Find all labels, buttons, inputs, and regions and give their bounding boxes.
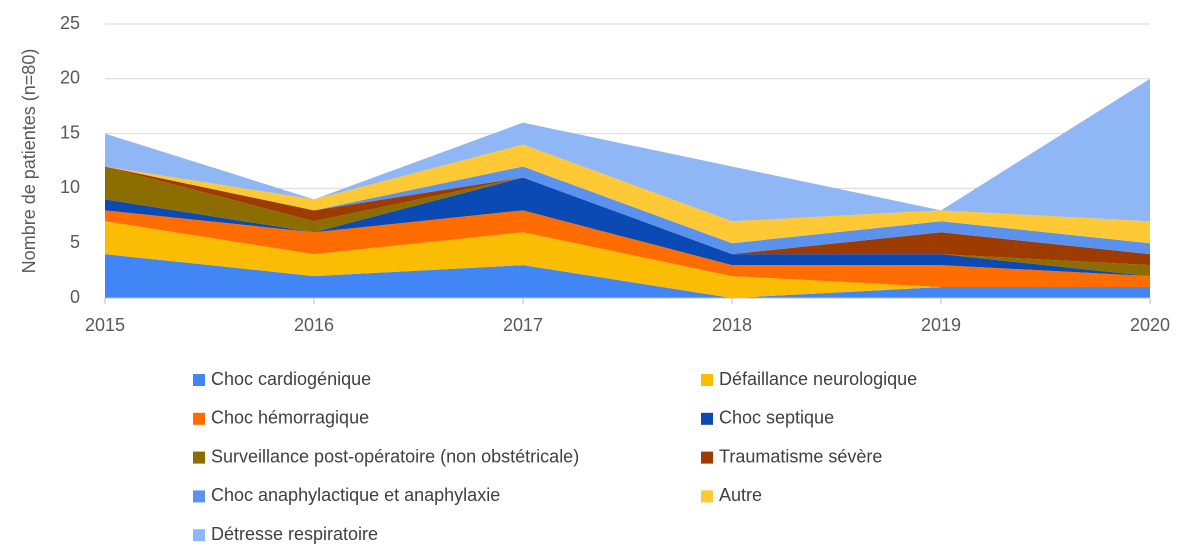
area <box>105 221 1150 298</box>
area <box>105 166 1150 266</box>
legend-swatch <box>193 451 205 464</box>
y-axis-label: Nombre de patientes (n=80) <box>19 49 39 274</box>
y-tick-label: 0 <box>70 287 80 307</box>
legend-swatch <box>701 374 713 386</box>
legend-swatch <box>701 451 713 464</box>
x-tick-label: 2015 <box>85 315 125 335</box>
y-tick-label: 10 <box>60 177 80 197</box>
legend-label: Autre <box>719 485 762 505</box>
y-tick-label: 20 <box>60 68 80 88</box>
area <box>105 177 1150 277</box>
x-tick-label: 2017 <box>503 315 543 335</box>
legend-swatch <box>193 374 205 386</box>
area <box>105 166 1150 255</box>
legend-swatch <box>701 490 713 503</box>
legend-label: Défaillance neurologique <box>719 369 917 389</box>
x-tick-label: 2018 <box>712 315 752 335</box>
area <box>105 210 1150 288</box>
legend-swatch <box>193 412 205 425</box>
y-tick-label: 5 <box>70 232 80 252</box>
legend-label: Traumatisme sévère <box>719 446 882 466</box>
legend-swatch <box>701 412 713 425</box>
x-tick-label: 2016 <box>294 315 334 335</box>
legend-label: Choc hémorragique <box>211 408 369 428</box>
legend-swatch <box>193 529 205 542</box>
legend-label: Choc cardiogénique <box>211 369 371 389</box>
legend-label: Choc septique <box>719 408 834 428</box>
y-tick-label: 15 <box>60 122 80 142</box>
x-tick-label: 2020 <box>1130 315 1170 335</box>
legend-swatch <box>193 490 205 503</box>
area <box>105 254 1150 298</box>
area <box>105 144 1150 244</box>
legend-label: Détresse respiratoire <box>211 524 378 544</box>
x-tick-label: 2019 <box>921 315 961 335</box>
y-tick-label: 25 <box>60 13 80 33</box>
area <box>105 78 1150 222</box>
legend-label: Surveillance post-opératoire (non obstét… <box>211 446 579 466</box>
legend-label: Choc anaphylactique et anaphylaxie <box>211 485 500 505</box>
